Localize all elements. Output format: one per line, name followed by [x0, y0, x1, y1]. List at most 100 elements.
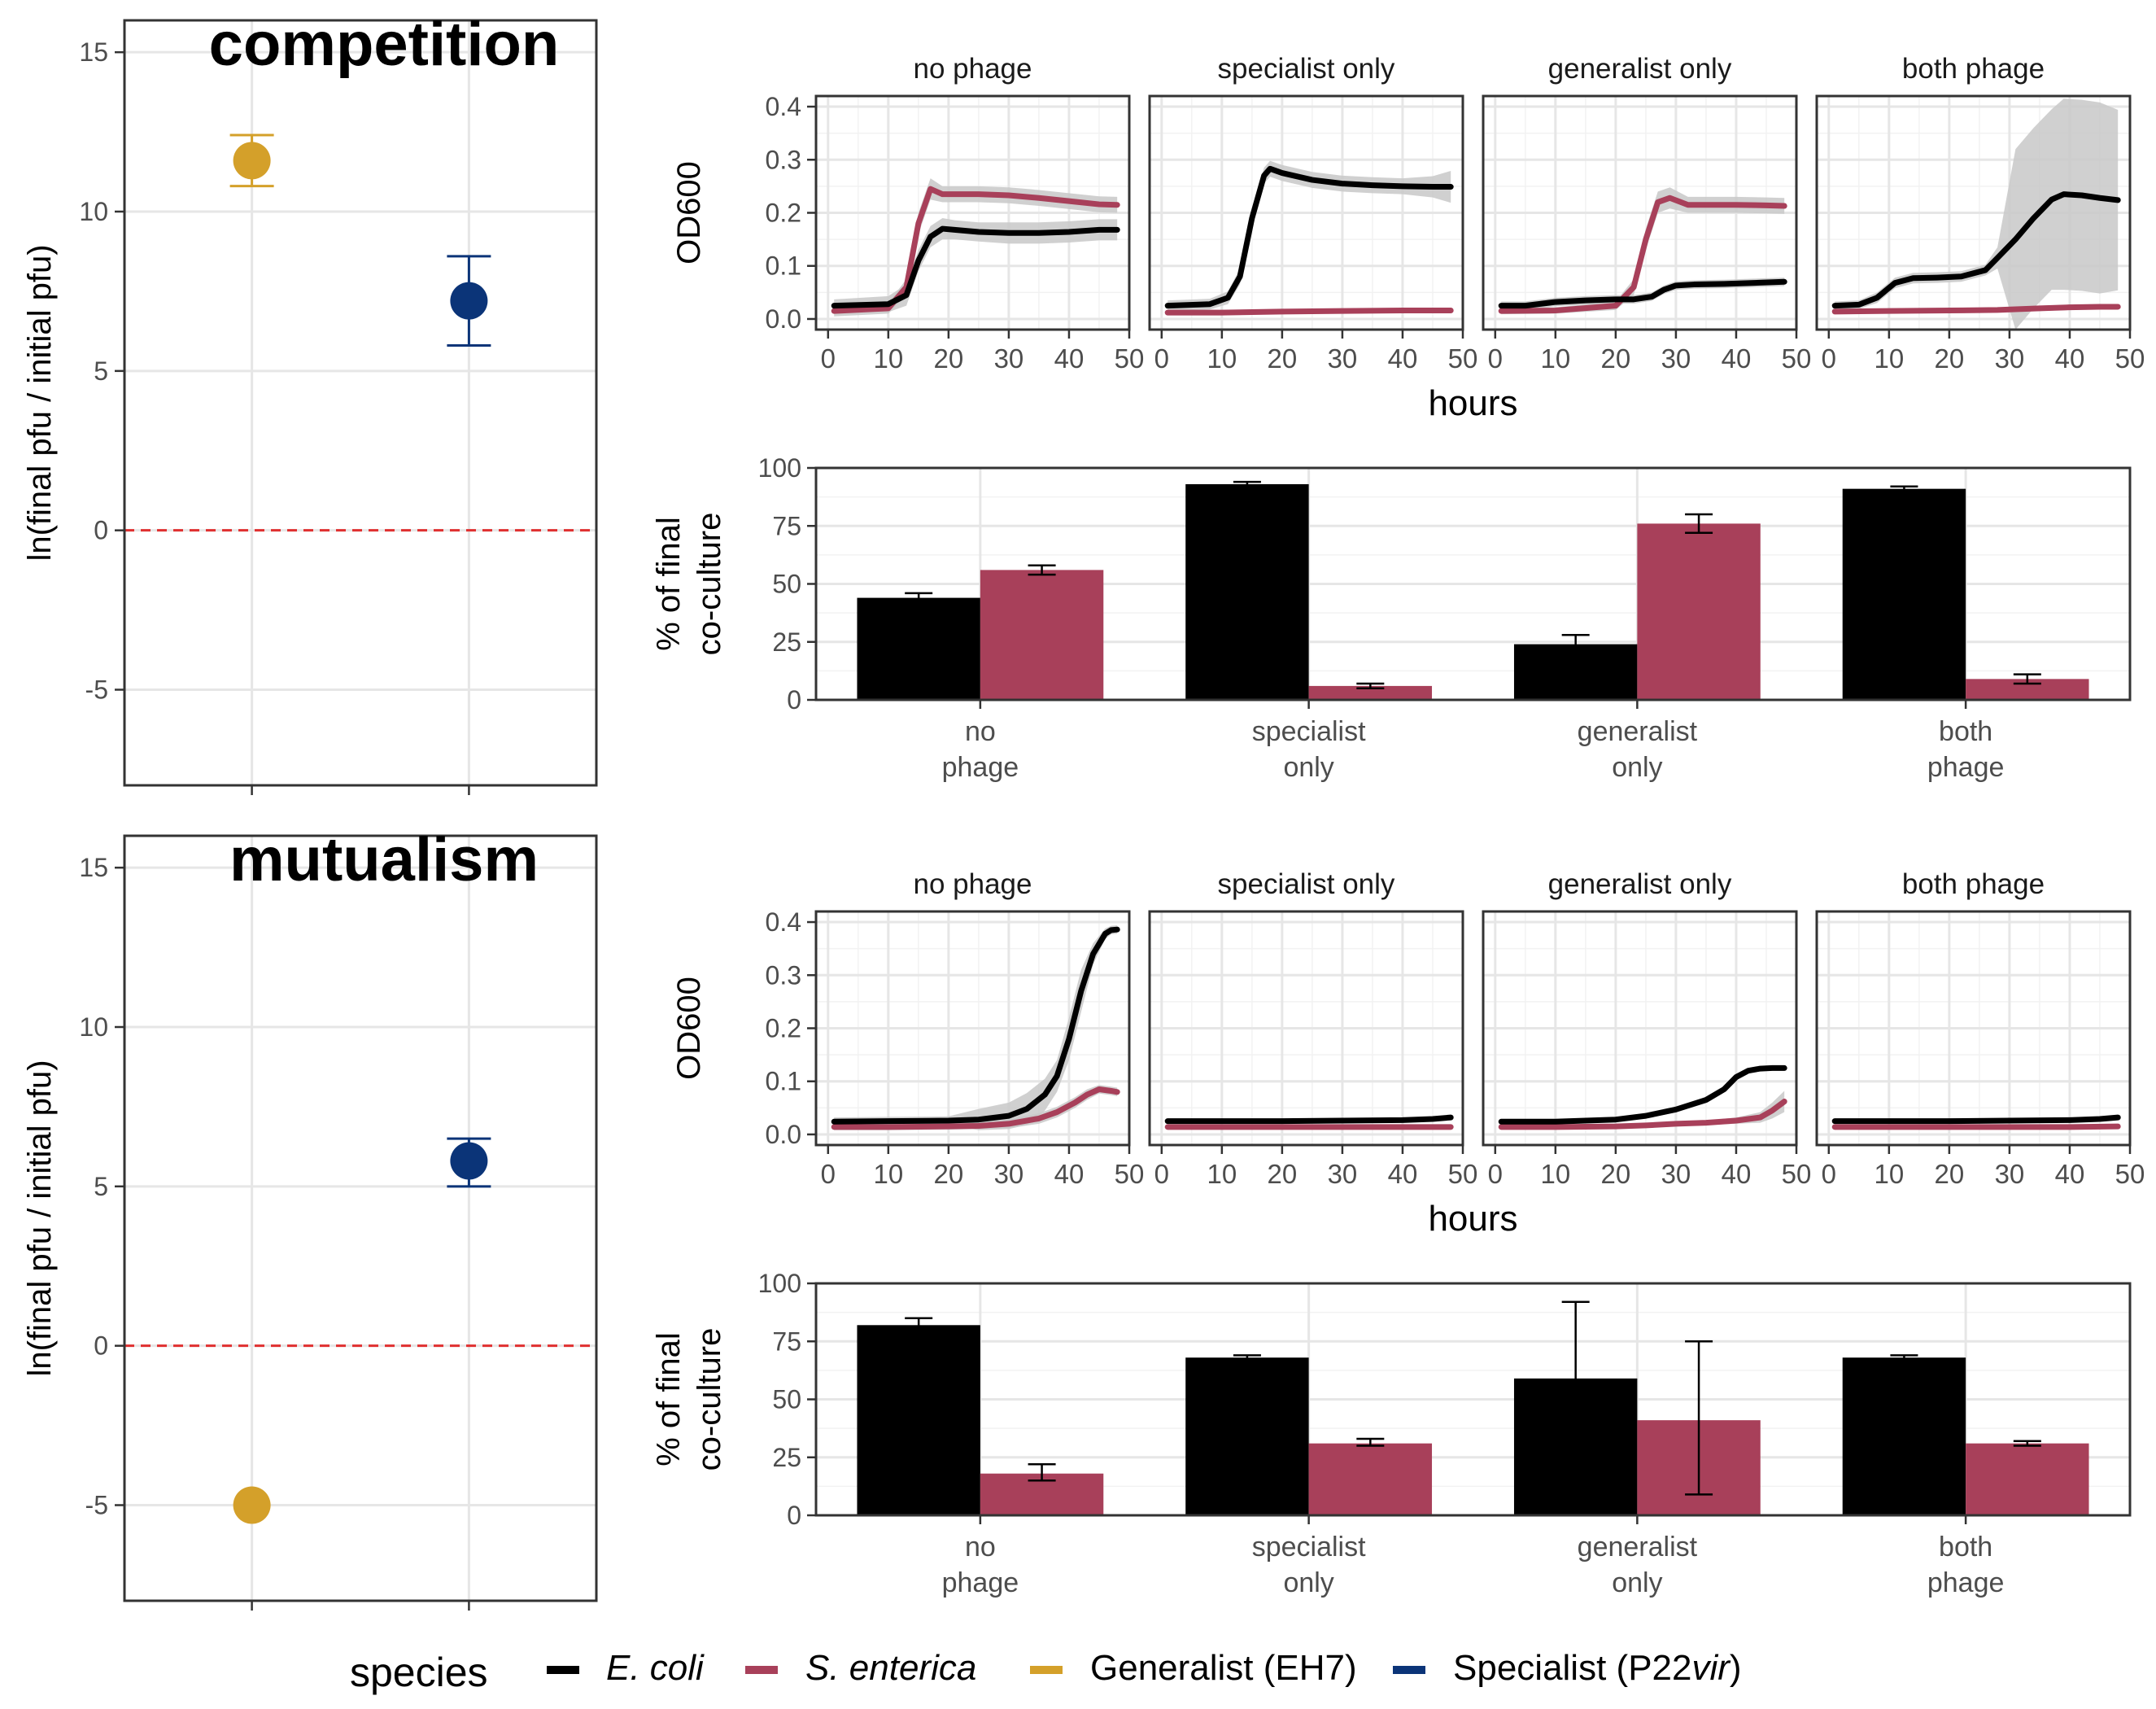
x-tick-label: 40 [1388, 343, 1418, 374]
mutualism-pfu-panel: -5 0 5 10 15 mutualism ln(final pfu / initial … [22, 825, 598, 1611]
plot-background [124, 836, 596, 1601]
legend-specialist-end: ) [1730, 1648, 1742, 1688]
y-tick-label: 25 [772, 627, 801, 657]
x-tick-label: 10 [873, 1159, 903, 1189]
facet-title: both phage [1902, 53, 2045, 85]
x-tick-label: 30 [1661, 1159, 1691, 1189]
bar-ecoli [1842, 1357, 1966, 1515]
legend-specialist-text: Specialist (P22 [1453, 1648, 1691, 1688]
y-tick-label: 0.2 [766, 199, 801, 228]
confidence-band-ecoli [834, 924, 1118, 1130]
bar-senterica [980, 570, 1104, 700]
y-tick-label: 0.4 [766, 907, 801, 937]
bar-senterica [1966, 1443, 2089, 1515]
y-tick-label: 0.2 [766, 1014, 801, 1043]
x-tick-label: phage [942, 1567, 1019, 1598]
y-tick-label: 0.0 [766, 304, 801, 334]
y-tick-label: 0 [787, 685, 801, 715]
x-tick-label: 20 [934, 343, 964, 374]
series-line-ecoli [1831, 1114, 2121, 1125]
point-specialist [450, 282, 488, 320]
panel-title: mutualism [229, 825, 539, 894]
y-tick-label: 0.3 [766, 145, 801, 174]
series-line-ecoli [1498, 278, 1787, 309]
point-specialist [450, 1142, 488, 1180]
y-tick-label: 75 [772, 511, 801, 540]
bar-ecoli [1842, 488, 1966, 700]
x-tick-label: 50 [1448, 1159, 1478, 1189]
x-tick-label: 0 [821, 343, 836, 374]
plot-background [124, 20, 596, 785]
y-tick-label: 0.4 [766, 92, 801, 121]
x-tick-label: 30 [994, 1159, 1024, 1189]
x-tick-label: phage [942, 752, 1019, 783]
facet-title: specialist only [1218, 868, 1395, 900]
x-tick-label: no [965, 716, 996, 747]
point-generalist [233, 1486, 271, 1524]
x-tick-label: both [1939, 716, 1992, 747]
y-tick-label: 5 [94, 1172, 108, 1201]
x-tick-label: phage [1927, 1567, 2005, 1598]
y-tick-label: 0.1 [766, 1067, 801, 1096]
x-tick-label: 0 [1154, 1159, 1169, 1189]
x-tick-label: 10 [1540, 343, 1570, 374]
x-tick-label: 10 [1874, 343, 1904, 374]
series-line-ecoli [1498, 1064, 1787, 1125]
y-tick-label: -5 [85, 675, 108, 705]
facet-border [1482, 94, 1798, 331]
facet-title: generalist only [1548, 53, 1732, 85]
x-tick-label: phage [1927, 752, 2005, 783]
y-tick-label: 0.1 [766, 251, 801, 281]
x-tick-label: 0 [1822, 343, 1836, 374]
x-tick-label: 10 [1207, 343, 1237, 374]
series-line-ecoli [1831, 191, 2121, 309]
mutualism-od-panel: no phage 0 10 20 30 40 50 0.0 0.1 0.2 0.3 0.4 specia… [671, 868, 2145, 1239]
confidence-band-ecoli [1835, 98, 2119, 330]
bar-ecoli [857, 597, 980, 700]
y-tick-label: 10 [79, 1012, 108, 1042]
y-tick-label: 10 [79, 197, 108, 226]
x-tick-label: only [1283, 752, 1333, 783]
series-line-senterica [1164, 308, 1454, 316]
y-axis-label: ln(final pfu / initial pfu) [22, 244, 58, 561]
confidence-band-senterica [834, 1085, 1118, 1130]
y-tick-label: 100 [758, 1269, 801, 1298]
x-tick-label: both [1939, 1532, 1992, 1563]
series-line-ecoli [1164, 1114, 1454, 1125]
y-axis-label: % of final [651, 1332, 687, 1466]
mutualism-pct-panel: 0 25 50 75 100 no phage specialist only generalis… [651, 1269, 2132, 1598]
legend-label-generalist: Generalist (EH7) [1090, 1648, 1357, 1688]
x-tick-label: 50 [1782, 343, 1812, 374]
x-tick-label: 10 [1207, 1159, 1237, 1189]
series-line-ecoli [831, 225, 1120, 309]
y-tick-label: 50 [772, 570, 801, 599]
bar-senterica [1308, 1443, 1433, 1515]
x-tick-label: 40 [1722, 343, 1752, 374]
x-tick-label: 30 [1661, 343, 1691, 374]
y-tick-label: 5 [94, 356, 108, 386]
y-tick-label: 0 [787, 1501, 801, 1530]
y-tick-label: -5 [85, 1491, 108, 1520]
x-tick-label: 50 [2115, 1159, 2145, 1189]
x-tick-label: 50 [1782, 1159, 1812, 1189]
x-tick-label: generalist [1578, 1532, 1698, 1563]
x-tick-label: 40 [1054, 1159, 1085, 1189]
x-tick-label: no [965, 1532, 996, 1563]
x-tick-label: 20 [1935, 343, 1965, 374]
panel-border [123, 19, 598, 787]
x-tick-label: 10 [873, 343, 903, 374]
x-axis-label: hours [1428, 1199, 1517, 1239]
y-tick-label: 0.0 [766, 1120, 801, 1149]
y-tick-label: 25 [772, 1443, 801, 1472]
x-tick-label: 40 [1388, 1159, 1418, 1189]
facet-title: specialist only [1218, 53, 1395, 85]
x-tick-label: only [1283, 1567, 1333, 1598]
bar-ecoli [1185, 483, 1309, 700]
x-tick-label: 20 [1601, 343, 1631, 374]
series-line-ecoli [1164, 165, 1454, 309]
x-tick-label: 40 [2055, 1159, 2085, 1189]
y-tick-label: 50 [772, 1385, 801, 1414]
x-tick-label: generalist [1578, 716, 1698, 747]
y-tick-label: 15 [79, 853, 108, 882]
x-tick-label: 30 [1328, 1159, 1358, 1189]
